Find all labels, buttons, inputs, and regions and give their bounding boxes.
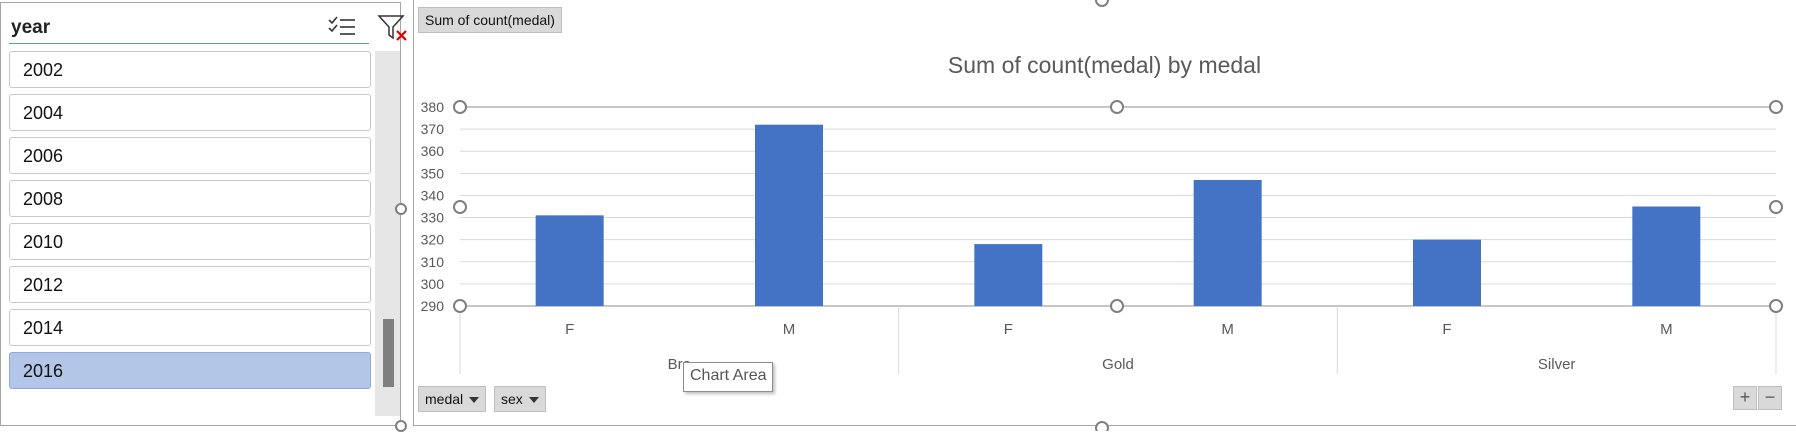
chart-resize-handle xyxy=(1095,421,1109,431)
plot-area-handle xyxy=(453,299,467,313)
slicer-item-label: 2016 xyxy=(23,361,64,381)
collapse-field-button[interactable]: − xyxy=(1758,386,1782,410)
bar xyxy=(1413,239,1481,306)
plot-area-handle xyxy=(1769,200,1783,214)
chart-resize-handle xyxy=(1095,0,1109,7)
x-category-label: M xyxy=(1221,321,1234,338)
slicer-item-2012[interactable]: 2012 xyxy=(9,266,371,303)
plot-area-handle xyxy=(1769,299,1783,313)
y-tick-label: 340 xyxy=(421,187,445,203)
bar xyxy=(1193,179,1262,306)
axis-field-label: sex xyxy=(501,391,523,407)
x-category-label: F xyxy=(1004,321,1013,338)
slicer-item-label: 2010 xyxy=(23,232,64,252)
axis-field-label: medal xyxy=(425,391,464,407)
chart-area-tooltip: Chart Area xyxy=(683,362,774,392)
slicer-resize-handle[interactable] xyxy=(395,203,407,215)
slicer-item-label: 2014 xyxy=(23,318,64,338)
slicer-item-label: 2004 xyxy=(23,103,64,123)
slicer-item-label: 2008 xyxy=(23,189,64,209)
clear-filter-icon[interactable] xyxy=(377,14,409,42)
x-category-label: F xyxy=(565,321,574,338)
y-tick-label: 380 xyxy=(421,99,445,115)
value-field-button[interactable]: Sum of count(medal) xyxy=(418,7,562,33)
x-group-label: Gold xyxy=(1102,356,1134,373)
slicer-scroll-thumb[interactable] xyxy=(383,319,394,387)
y-tick-label: 360 xyxy=(421,143,445,159)
slicer-header: year xyxy=(9,11,407,44)
dropdown-icon xyxy=(528,397,539,404)
slicer-items: 2002 2004 2006 2008 2010 2012 2014 2016 xyxy=(9,51,371,395)
slicer-item-2006[interactable]: 2006 xyxy=(9,137,371,174)
slicer-title: year xyxy=(11,17,51,38)
slicer-item-2010[interactable]: 2010 xyxy=(9,223,371,260)
bar xyxy=(1632,206,1701,306)
y-tick-label: 330 xyxy=(421,210,445,226)
plot-area-handle xyxy=(453,100,467,114)
plot-area-handle xyxy=(1110,100,1124,114)
slicer-item-2016[interactable]: 2016 xyxy=(9,352,371,389)
x-category-label: M xyxy=(1660,321,1673,338)
y-tick-label: 300 xyxy=(421,276,445,292)
x-category-label: F xyxy=(1442,321,1451,338)
bar xyxy=(755,124,823,306)
plot-area-handle xyxy=(1769,100,1783,114)
slicer-item-label: 2006 xyxy=(23,146,64,166)
bar xyxy=(974,244,1043,306)
y-tick-label: 320 xyxy=(421,232,445,248)
bar xyxy=(535,215,604,306)
axis-field-medal[interactable]: medal xyxy=(418,386,487,412)
multi-select-icon[interactable] xyxy=(327,15,357,39)
y-tick-label: 290 xyxy=(421,298,445,314)
slicer-item-2004[interactable]: 2004 xyxy=(9,94,371,131)
dropdown-icon xyxy=(469,397,480,404)
x-category-label: M xyxy=(783,321,796,338)
axis-field-sex[interactable]: sex xyxy=(494,386,546,412)
y-tick-label: 350 xyxy=(421,165,445,181)
y-tick-label: 370 xyxy=(421,121,445,137)
chart-title: Sum of count(medal) by medal xyxy=(947,52,1262,78)
slicer-item-2014[interactable]: 2014 xyxy=(9,309,371,346)
expand-field-button[interactable]: + xyxy=(1733,386,1757,410)
slicer-item-2008[interactable]: 2008 xyxy=(9,180,371,217)
plot-area-handle xyxy=(453,200,467,214)
slicer-item-label: 2002 xyxy=(23,60,64,80)
slicer-item-label: 2012 xyxy=(23,275,64,295)
y-tick-label: 310 xyxy=(421,254,445,270)
x-group-label: Silver xyxy=(1538,356,1576,373)
year-slicer: year 2002 2004 2006 2008 2010 2012 2014 2016 xyxy=(0,2,407,426)
plot-area-handle xyxy=(1110,299,1124,313)
slicer-item-2002[interactable]: 2002 xyxy=(9,51,371,88)
